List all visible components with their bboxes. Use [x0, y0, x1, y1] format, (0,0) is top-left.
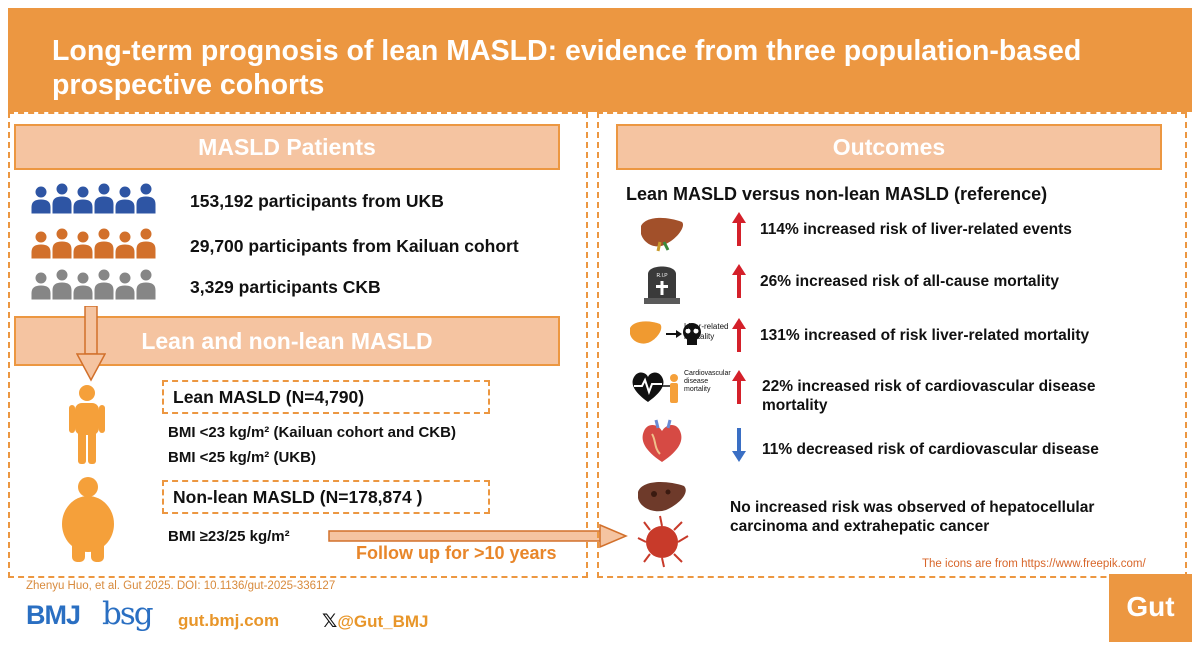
liver-icon — [641, 217, 684, 252]
nonlean-bmi: BMI ≥23/25 kg/m² — [168, 528, 290, 545]
cardio-mortality-icon-label: Cardiovascular disease mortality — [684, 370, 731, 393]
person-icon — [135, 227, 157, 260]
person-icon — [135, 182, 157, 215]
outcome-liver-events: 114% increased risk of liver-related eve… — [760, 221, 1072, 238]
down-flow-arrow — [76, 306, 106, 382]
person-icon — [51, 227, 73, 260]
cancer-icon — [637, 482, 689, 568]
nonlean-masld-box: Non-lean MASLD (N=178,874 ) — [162, 480, 490, 514]
up-arrow-2 — [732, 264, 746, 298]
person-icon — [135, 268, 157, 301]
lean-masld-box: Lean MASLD (N=4,790) — [162, 380, 490, 414]
outcome-cardio-mortality: 22% increased risk of cardiovascular dis… — [762, 378, 1096, 414]
follow-up-arrow — [328, 524, 628, 548]
comparison-heading: Lean MASLD versus non-lean MASLD (refere… — [626, 184, 1048, 204]
person-icon — [30, 185, 52, 215]
person-icon — [72, 185, 94, 215]
ckb-people-icons — [30, 268, 160, 302]
person-icon — [51, 182, 73, 215]
up-arrow-3 — [732, 318, 746, 352]
follow-up-label: Follow up for >10 years — [356, 543, 557, 563]
header-banner: Long-term prognosis of lean MASLD: evide… — [8, 8, 1192, 112]
person-icon — [30, 271, 52, 301]
masld-patients-band: MASLD Patients — [14, 124, 560, 170]
outcome-liver-mortality: 131% increased of risk liver-related mor… — [760, 327, 1090, 344]
lean-person-icon — [69, 385, 105, 464]
page-title: Long-term prognosis of lean MASLD: evide… — [52, 35, 1082, 101]
person-icon — [93, 268, 115, 301]
bsg-logo: bsg — [102, 596, 154, 632]
patients-panel — [8, 112, 588, 578]
rip-label: R.I.P — [656, 273, 668, 279]
lean-bmi-kailuan-ckb: BMI <23 kg/m² (Kailuan cohort and CKB) — [168, 424, 456, 441]
x-handle-text: @Gut_BMJ — [337, 612, 429, 631]
person-icon — [51, 268, 73, 301]
journal-link[interactable]: gut.bmj.com — [178, 611, 280, 630]
outcomes-panel — [597, 112, 1187, 578]
person-icon — [93, 182, 115, 215]
ukb-people-icons — [30, 182, 160, 216]
up-arrow-4 — [732, 370, 746, 404]
person-icon — [72, 271, 94, 301]
nonlean-masld-title: Non-lean MASLD (N=178,874 ) — [173, 487, 423, 507]
outcome-cvd: 11% decreased risk of cardiovascular dis… — [762, 441, 1099, 458]
bmj-logo: BMJ — [26, 600, 81, 630]
gut-logo: Gut — [1109, 574, 1192, 642]
person-icon — [72, 230, 94, 260]
nonlean-person-icon — [62, 477, 114, 562]
heart-icon — [642, 419, 682, 462]
lean-nonlean-band: Lean and non-lean MASLD — [14, 316, 560, 366]
down-arrow-5 — [732, 428, 746, 462]
x-icon: 𝕏 — [322, 611, 338, 632]
liver-mortality-icon-label: Liver-related mortality — [684, 322, 729, 341]
outcome-all-cause-mortality: 26% increased risk of all-cause mortalit… — [760, 273, 1059, 290]
kailuan-participants: 29,700 participants from Kailuan cohort — [190, 236, 519, 256]
person-icon — [114, 185, 136, 215]
outcome-cancer: No increased risk was observed of hepato… — [730, 499, 1095, 535]
icon-credit: The icons are from https://www.freepik.c… — [922, 558, 1146, 570]
ukb-participants: 153,192 participants from UKB — [190, 191, 444, 211]
person-icon — [30, 230, 52, 260]
kailuan-people-icons — [30, 227, 160, 261]
tombstone-icon: R.I.P — [644, 266, 680, 304]
person-icon — [114, 230, 136, 260]
person-icon — [93, 227, 115, 260]
up-arrow-1 — [732, 212, 746, 246]
lean-bmi-ukb: BMI <25 kg/m² (UKB) — [168, 449, 316, 466]
citation: Zhenyu Huo, et al. Gut 2025. DOI: 10.113… — [26, 580, 336, 592]
outcomes-band: Outcomes — [616, 124, 1162, 170]
lean-masld-title: Lean MASLD (N=4,790) — [173, 387, 365, 407]
person-icon — [114, 271, 136, 301]
cardio-mortality-icon — [632, 372, 678, 403]
liver-mortality-icon — [630, 321, 701, 345]
x-handle[interactable]: 𝕏@Gut_BMJ — [322, 610, 429, 633]
ckb-participants: 3,329 participants CKB — [190, 277, 381, 297]
